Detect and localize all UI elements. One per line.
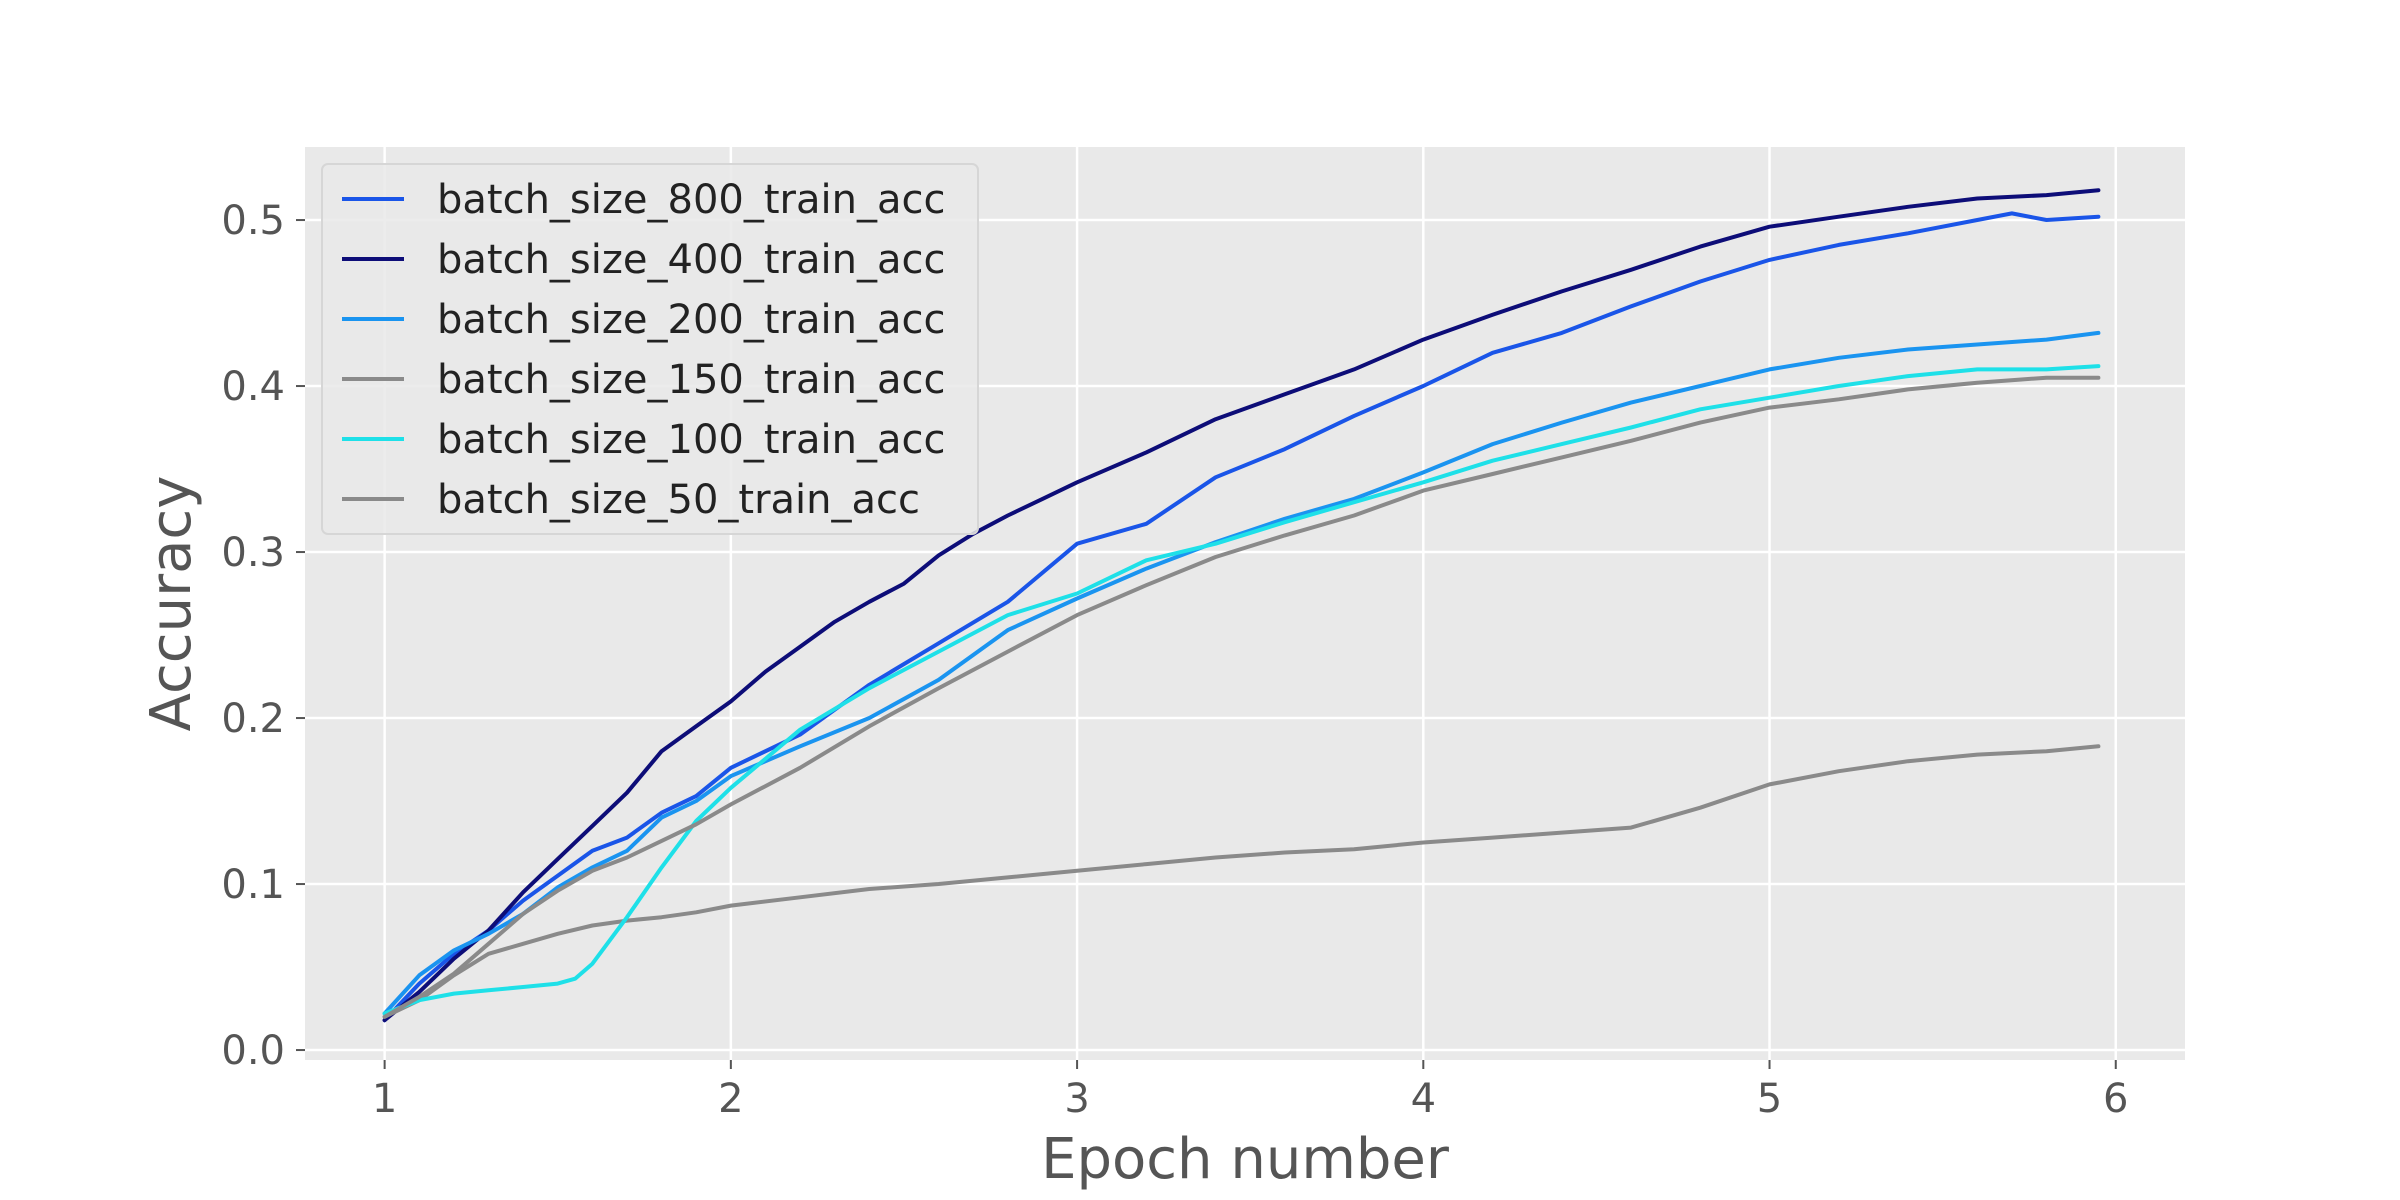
x-axis-label: Epoch number [1041,1127,1450,1192]
y-tick-label: 0.0 [221,1028,285,1074]
x-tick-label: 4 [1411,1076,1436,1122]
legend-entry: batch_size_100_train_acc [437,417,945,463]
x-tick-label: 5 [1757,1076,1782,1122]
legend-box [321,163,979,535]
legend: batch_size_800_train_acc batch_size_400_t… [321,163,979,535]
tick-labels: 1 2 3 4 5 6 0.0 0.1 0.2 0.3 0.4 0.5 [221,198,2128,1122]
x-tick-label: 6 [2103,1076,2128,1122]
y-tick-label: 0.3 [221,530,285,576]
grid [305,147,2185,1060]
legend-entry: batch_size_200_train_acc [437,297,945,343]
x-tick-label: 2 [718,1076,743,1122]
legend-entry: batch_size_800_train_acc [437,177,945,223]
y-tick-label: 0.5 [221,198,285,244]
y-axis-label: Accuracy [139,476,204,732]
y-tick-label: 0.2 [221,696,285,742]
series-line-batch-size-100-train-acc [382,364,2101,1016]
series-line-batch-size-50-train-acc [382,375,2101,1019]
legend-entry: batch_size_50_train_acc [437,477,920,523]
y-tick-label: 0.1 [221,862,285,908]
x-tick-label: 3 [1064,1076,1089,1122]
y-tick-label: 0.4 [221,364,285,410]
x-tick-label: 1 [372,1076,397,1122]
legend-entry: batch_size_150_train_acc [437,357,945,403]
series-line-batch-size-150-train-acc [382,744,2101,1019]
series-line-batch-size-800-train-acc [382,211,2101,1023]
series-line-batch-size-200-train-acc [382,330,2101,1016]
legend-entry: batch_size_400_train_acc [437,237,945,283]
series-line-batch-size-400-train-acc [382,188,2101,1023]
series-lines [382,188,2101,1023]
